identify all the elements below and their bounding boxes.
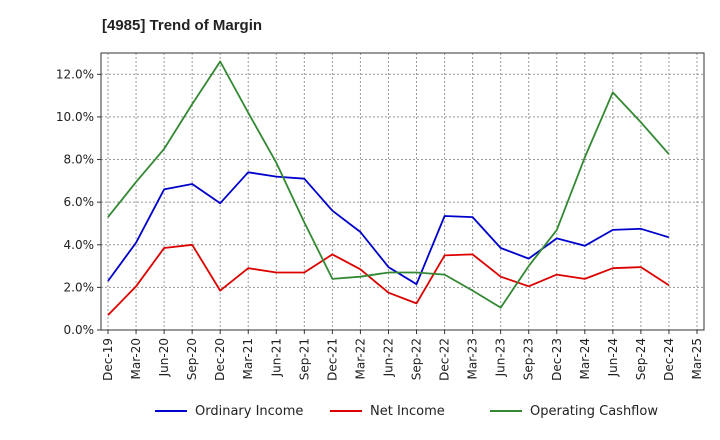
x-tick-label: Mar-20 [129, 338, 143, 379]
x-tick-label: Sep-22 [410, 338, 424, 380]
x-tick-label: Dec-24 [662, 338, 676, 381]
y-tick-label: 4.0% [64, 238, 95, 252]
x-tick-label: Jun-23 [494, 338, 508, 377]
legend-label-net-income: Net Income [370, 404, 445, 419]
legend-label-ordinary-income: Ordinary Income [195, 404, 303, 419]
y-tick-label: 6.0% [64, 195, 95, 209]
y-tick-label: 2.0% [64, 280, 95, 294]
chart-title: [4985] Trend of Margin [102, 17, 262, 34]
legend-label-operating-cashflow: Operating Cashflow [530, 404, 658, 419]
grid-lines [101, 53, 704, 331]
x-tick-label: Mar-22 [353, 338, 367, 379]
x-tick-label: Sep-21 [297, 338, 311, 380]
series-line-net-income [107, 243, 670, 316]
y-tick-label: 12.0% [56, 67, 94, 81]
x-tick-label: Dec-23 [550, 338, 564, 381]
x-tick-label: Dec-22 [438, 338, 452, 381]
series-line-ordinary-income [107, 171, 670, 286]
y-axis: 0.0% 2.0% 4.0% 6.0% 8.0% 10.0% 12.0% [56, 67, 101, 337]
x-tick-label: Mar-24 [578, 338, 592, 379]
plot-area [101, 53, 704, 330]
plot-frame [100, 52, 705, 331]
x-axis: Dec-19 Mar-20 Jun-20 Sep-20 Dec-20 Mar-21 Jun-… [101, 330, 704, 381]
x-tick-label: Jun-24 [606, 338, 620, 377]
x-tick-label: Sep-24 [634, 338, 648, 380]
x-tick-label: Mar-21 [241, 338, 255, 379]
y-tick-label: 0.0% [64, 323, 95, 337]
x-tick-label: Mar-25 [690, 338, 704, 379]
series-line-operating-cashflow [107, 60, 670, 309]
x-tick-label: Jun-22 [381, 338, 395, 377]
x-tick-label: Dec-21 [325, 338, 339, 381]
x-tick-label: Dec-19 [101, 338, 115, 381]
series-layer [107, 60, 670, 316]
x-tick-label: Dec-20 [213, 338, 227, 381]
x-tick-label: Sep-23 [522, 338, 536, 380]
x-tick-label: Jun-20 [157, 338, 171, 377]
x-tick-label: Sep-20 [185, 338, 199, 380]
y-tick-label: 8.0% [64, 153, 95, 167]
legend: Ordinary Income Net Income Operating Cashf… [155, 404, 658, 419]
x-tick-label: Jun-21 [269, 338, 283, 377]
x-tick-label: Mar-23 [466, 338, 480, 379]
y-tick-label: 10.0% [56, 110, 94, 124]
